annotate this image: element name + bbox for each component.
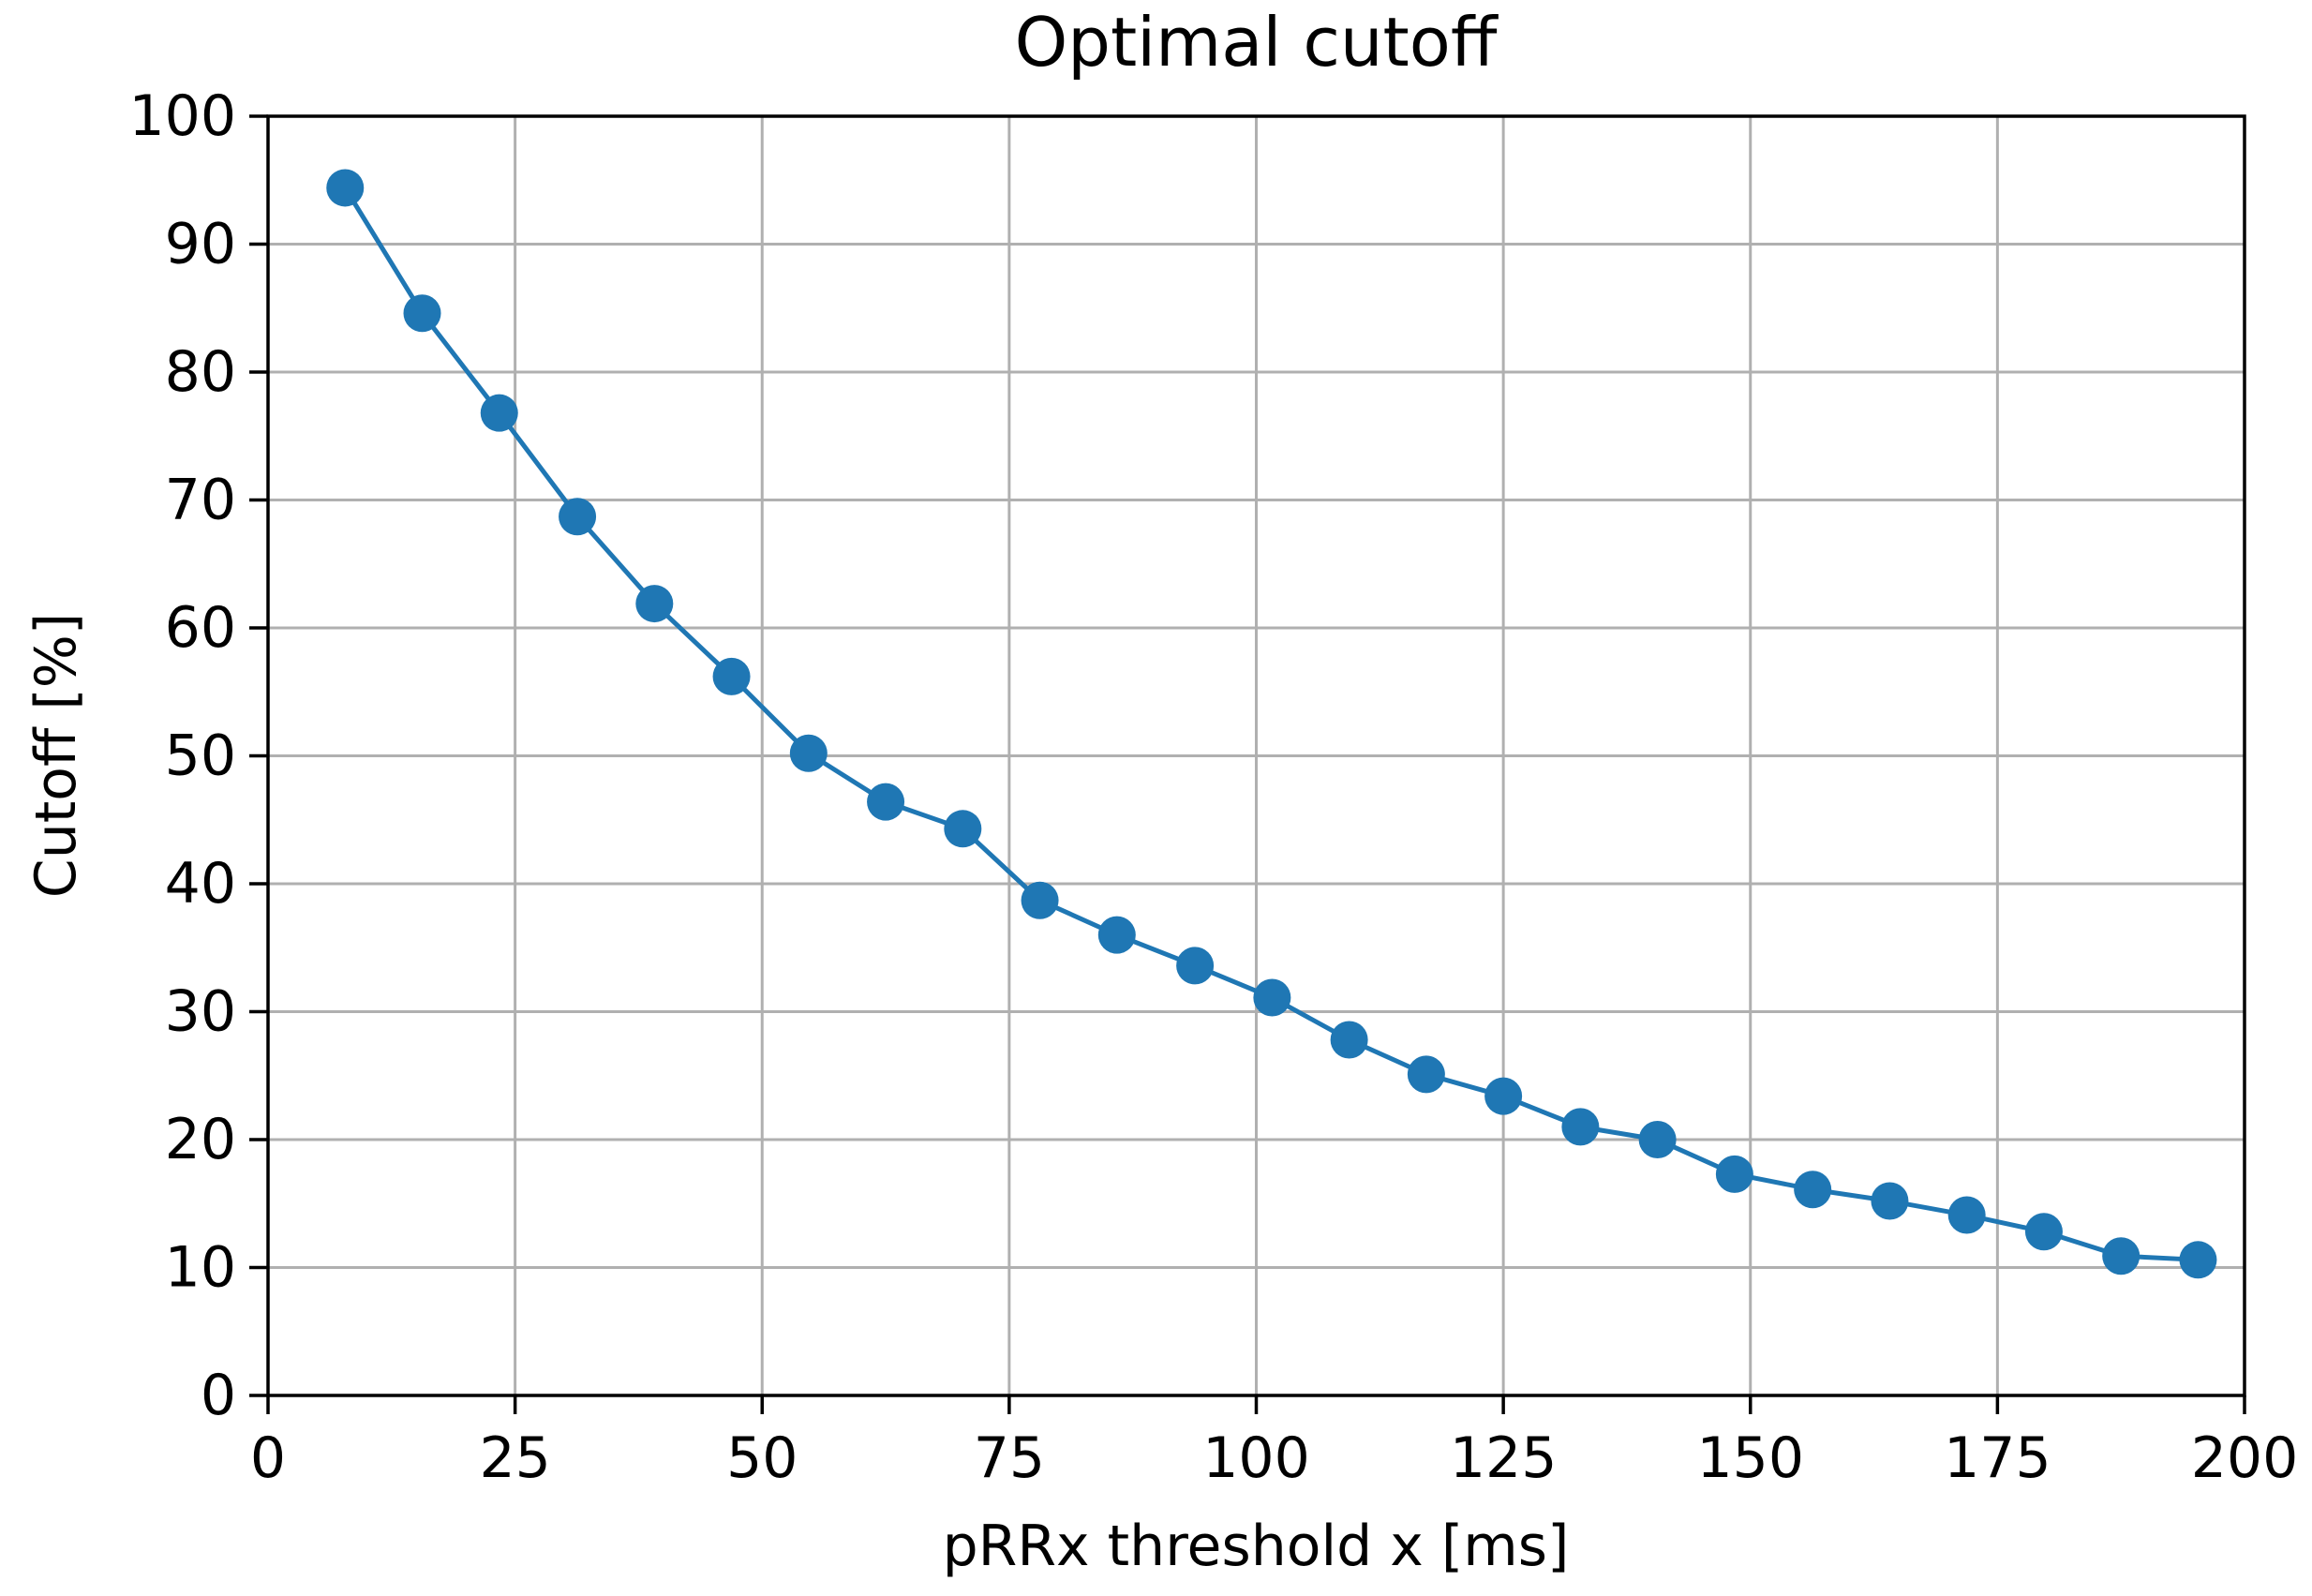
tick-layer: 0 25 50 75 100 125 150 175 200 0 10 20 30 40 50 60 70 80 9…	[128, 83, 2298, 1491]
data-point	[1794, 1171, 1832, 1209]
y-tick-label: 90	[165, 212, 236, 277]
data-point	[1871, 1182, 1909, 1220]
data-point	[1330, 1021, 1368, 1059]
y-tick-label: 30	[165, 979, 236, 1045]
data-point	[1176, 947, 1215, 985]
data-point	[1484, 1077, 1523, 1115]
x-tick-label: 50	[726, 1425, 798, 1491]
y-tick-label: 20	[165, 1107, 236, 1172]
y-axis-label: Cutoff [%]	[23, 613, 89, 898]
data-line	[342, 185, 2200, 1262]
data-point	[2102, 1237, 2140, 1275]
data-point	[944, 810, 982, 848]
x-axis-label: pRRx threshold x [ms]	[943, 1514, 1570, 1579]
data-point	[1561, 1108, 1600, 1146]
data-point	[1715, 1155, 1753, 1193]
data-point	[1021, 881, 1059, 919]
x-tick-label: 0	[250, 1425, 286, 1491]
data-point	[1947, 1196, 1986, 1234]
chart-title: Optimal cutoff	[1015, 3, 1499, 82]
data-point	[326, 169, 365, 207]
data-point	[1253, 978, 1291, 1017]
y-tick-label: 50	[165, 723, 236, 789]
y-tick-label: 80	[165, 339, 236, 405]
y-tick-label: 70	[165, 468, 236, 533]
data-point	[559, 498, 597, 536]
data-point	[1097, 916, 1136, 954]
data-point	[1638, 1121, 1677, 1158]
x-tick-label: 150	[1696, 1425, 1804, 1491]
data-point	[789, 734, 828, 772]
x-tick-label: 200	[2191, 1425, 2299, 1491]
y-tick-label: 40	[165, 851, 236, 917]
y-tick-label: 100	[128, 83, 236, 149]
y-tick-label: 60	[165, 595, 236, 661]
x-tick-label: 125	[1450, 1425, 1558, 1491]
data-point	[2179, 1241, 2217, 1279]
data-point	[403, 294, 441, 333]
grid-layer	[266, 114, 2246, 1397]
data-series	[326, 169, 2217, 1279]
x-tick-label: 75	[974, 1425, 1045, 1491]
y-tick-label: 10	[165, 1235, 236, 1301]
x-tick-label: 100	[1202, 1425, 1310, 1491]
data-point	[2024, 1213, 2063, 1251]
data-point	[635, 585, 674, 623]
data-point	[480, 394, 518, 432]
data-point	[867, 783, 905, 821]
x-tick-label: 25	[479, 1425, 550, 1491]
data-point	[1407, 1055, 1445, 1094]
x-tick-label: 175	[1944, 1425, 2051, 1491]
data-point	[712, 657, 751, 695]
y-tick-label: 0	[201, 1363, 236, 1428]
